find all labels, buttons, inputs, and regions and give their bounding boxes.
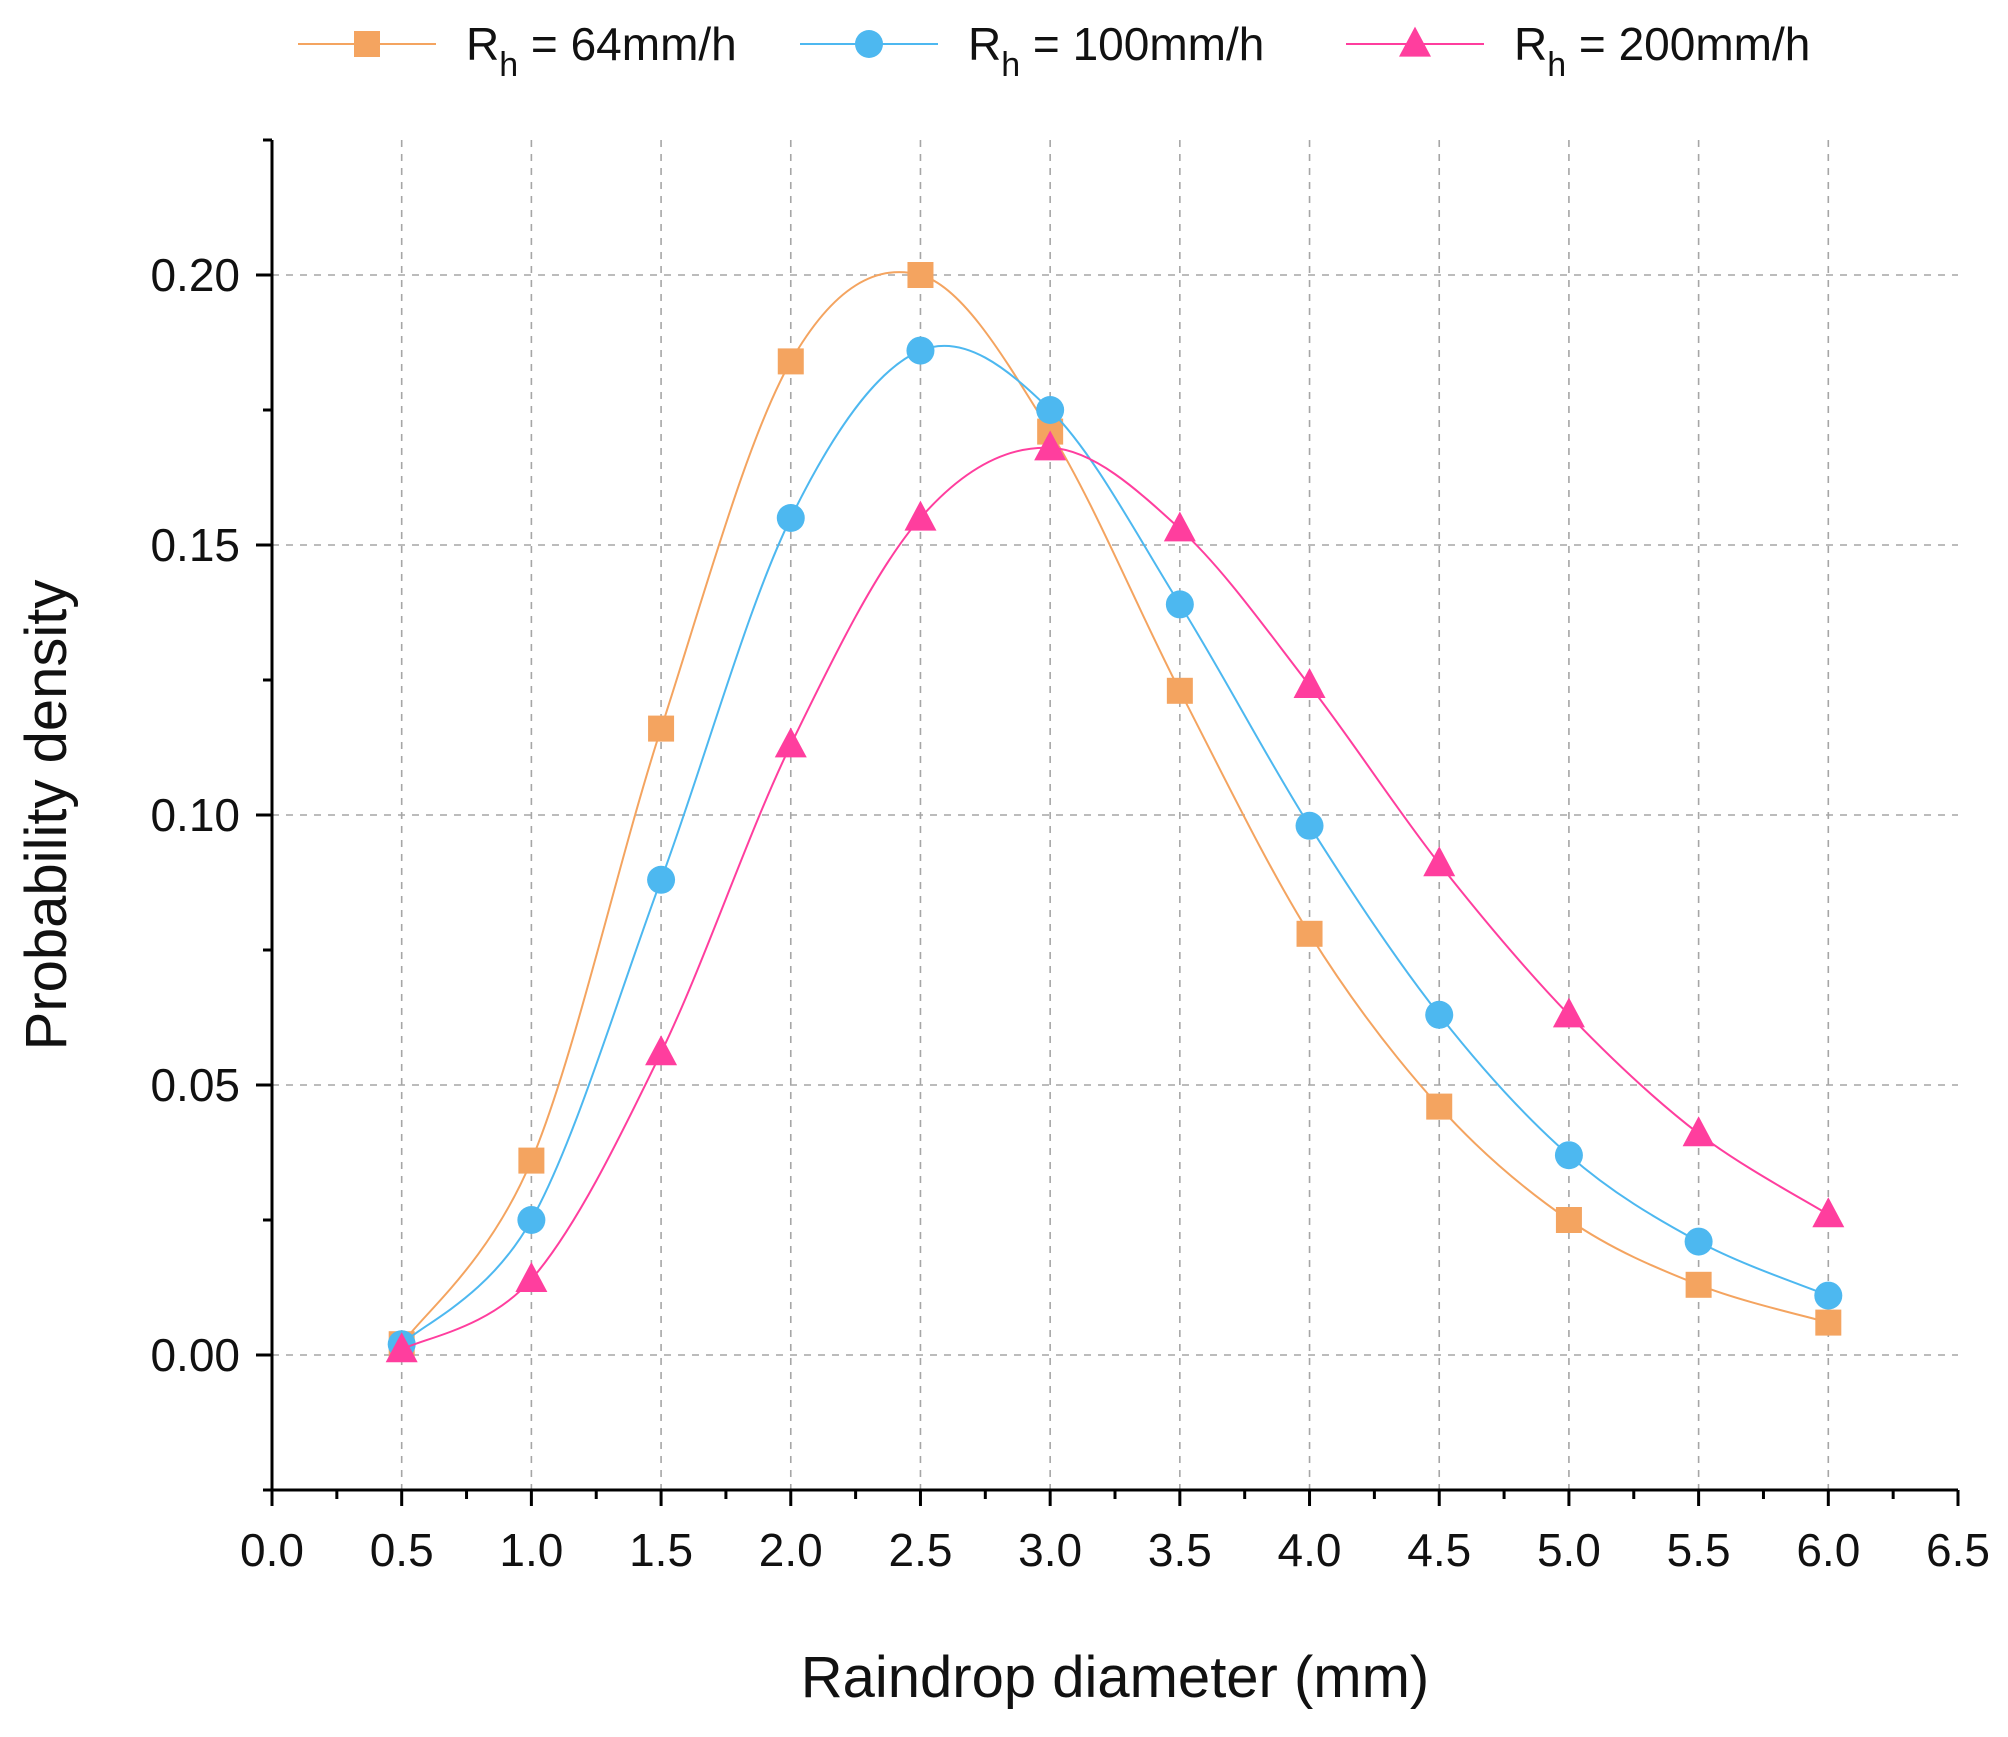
data-point-rh-64 (1815, 1309, 1842, 1336)
data-point-rh-100 (1814, 1281, 1843, 1310)
legend-label-rh-200: Rh = 200mm/h (1514, 18, 1810, 84)
data-point-rh-100 (517, 1206, 546, 1234)
x-tick-label: 0.5 (370, 1524, 434, 1576)
x-tick-label: 3.5 (1148, 1524, 1212, 1576)
legend-item-rh-200: Rh = 200mm/h (1346, 18, 1810, 84)
y-tick-label: 0.10 (150, 789, 240, 841)
data-point-rh-64 (777, 348, 804, 375)
series-rh-200 (385, 430, 1845, 1363)
data-point-rh-100 (1295, 811, 1324, 840)
ticks-layer: 0.0 0.5 1.0 1.5 2.0 2.5 3.0 3.5 4.0 4.5 5.0 5.5 6.0 6… (150, 138, 1990, 1576)
y-tick-label: 0.00 (150, 1329, 240, 1381)
data-point-rh-100 (776, 504, 805, 532)
x-tick-label: 6.0 (1796, 1524, 1860, 1576)
data-point-rh-64 (1555, 1207, 1582, 1233)
legend-label-rh-64: Rh = 64mm/h (466, 18, 737, 84)
legend-marker-rh-100 (855, 30, 883, 58)
data-point-rh-200 (1293, 668, 1326, 698)
y-tick-label: 0.20 (150, 249, 240, 301)
data-point-rh-200 (1163, 511, 1196, 542)
x-tick-label: 3.0 (1018, 1524, 1082, 1576)
legend-item-rh-64: Rh = 64mm/h (298, 18, 737, 84)
series-rh-100 (387, 336, 1843, 1359)
data-point-rh-200 (645, 1035, 678, 1066)
legend-label-rh-100: Rh = 100mm/h (968, 18, 1264, 84)
series-line-rh-64 (400, 271, 1829, 1345)
legend-marker-rh-64 (354, 31, 380, 57)
y-axis-title: Probability density (14, 580, 79, 1051)
data-point-rh-100 (1036, 396, 1065, 424)
data-point-rh-200 (1034, 430, 1067, 461)
data-point-rh-100 (647, 865, 676, 894)
data-point-rh-64 (518, 1147, 545, 1174)
y-tick-label: 0.05 (150, 1059, 240, 1111)
data-point-rh-200 (1423, 846, 1456, 877)
x-tick-label: 5.5 (1667, 1524, 1731, 1576)
data-point-rh-200 (1552, 997, 1585, 1028)
legend-marker-rh-200 (1399, 26, 1431, 57)
data-point-rh-100 (1554, 1141, 1583, 1170)
y-tick-label: 0.15 (150, 519, 240, 571)
legend: Rh = 64mm/h Rh = 100mm/h Rh = 200mm/h (298, 18, 1810, 84)
series-rh-64 (388, 262, 1842, 1358)
data-point-rh-100 (1684, 1227, 1713, 1256)
data-point-rh-200 (1812, 1197, 1845, 1228)
data-point-rh-200 (1682, 1116, 1715, 1147)
data-point-rh-64 (1296, 920, 1323, 947)
x-tick-label: 1.5 (629, 1524, 693, 1576)
x-tick-label: 4.0 (1278, 1524, 1342, 1576)
data-point-rh-64 (1685, 1271, 1712, 1298)
legend-item-rh-100: Rh = 100mm/h (800, 18, 1264, 84)
grid-layer (272, 140, 1958, 1490)
data-point-rh-100 (1165, 590, 1194, 619)
data-point-rh-64 (1166, 677, 1193, 704)
series-line-rh-200 (401, 446, 1829, 1351)
data-point-rh-100 (906, 336, 935, 365)
x-tick-label: 0.0 (240, 1524, 304, 1576)
data-point-rh-200 (904, 500, 937, 531)
series-layer (385, 262, 1845, 1363)
data-point-rh-200 (385, 1332, 418, 1363)
x-tick-label: 4.5 (1407, 1524, 1471, 1576)
data-point-rh-64 (1426, 1093, 1453, 1120)
data-point-rh-200 (774, 727, 807, 758)
data-point-rh-64 (907, 262, 934, 288)
series-line-rh-100 (401, 344, 1829, 1345)
x-tick-label: 2.5 (888, 1524, 952, 1576)
x-tick-label: 2.0 (759, 1524, 823, 1576)
x-tick-label: 6.5 (1926, 1524, 1990, 1576)
data-point-rh-64 (648, 715, 675, 742)
x-axis-title: Raindrop diameter (mm) (801, 1645, 1430, 1710)
x-tick-label: 5.0 (1537, 1524, 1601, 1576)
x-tick-label: 1.0 (499, 1524, 563, 1576)
data-point-rh-100 (1425, 1000, 1454, 1029)
data-point-rh-200 (515, 1262, 548, 1292)
